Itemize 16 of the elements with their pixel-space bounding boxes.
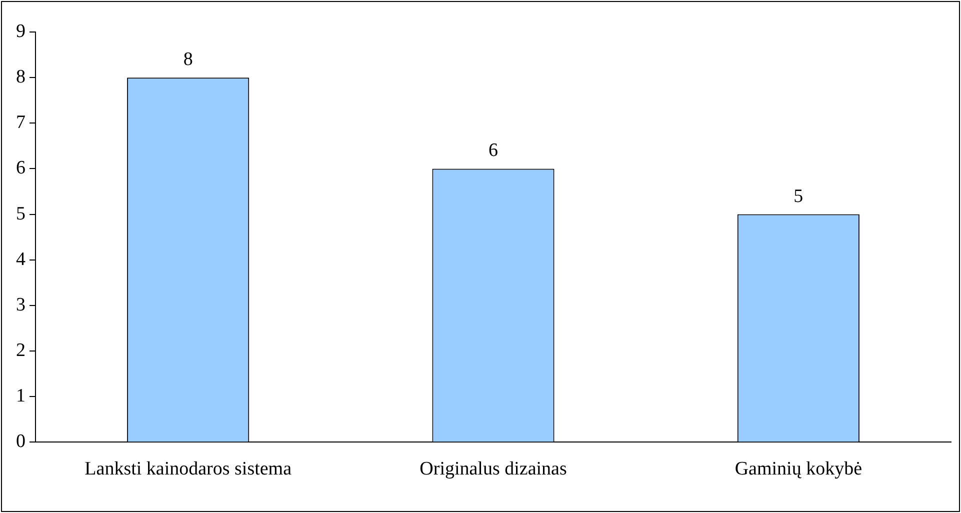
y-tick-label: 1 [16,386,26,407]
y-tick-label: 3 [16,294,26,316]
y-tick-label: 7 [16,112,26,134]
data-label: 5 [794,186,804,207]
y-tick-label: 0 [16,431,26,452]
y-tick-label: 2 [16,340,26,362]
y-tick-label: 5 [16,203,26,224]
data-label: 8 [183,49,193,70]
y-tick-label: 6 [16,158,26,179]
x-tick-label: Gaminių kokybė [734,458,862,480]
y-tick-label: 4 [16,248,26,270]
x-tick-label: Originalus dizainas [420,458,567,480]
y-tick-label: 8 [16,66,26,88]
y-tick-label: 9 [16,20,26,42]
x-tick-label: Lanksti kainodaros sistema [84,458,292,480]
data-label: 6 [488,140,498,162]
